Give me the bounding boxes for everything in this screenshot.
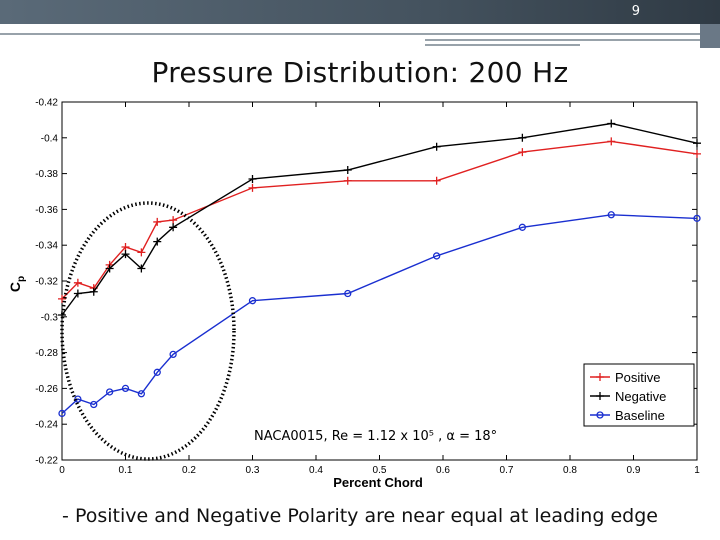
y-tick-label: -0.38 bbox=[35, 169, 58, 180]
x-tick-label: 0 bbox=[59, 465, 65, 476]
series-line-positive bbox=[61, 140, 698, 300]
x-tick-label: 0.5 bbox=[373, 465, 387, 476]
x-tick-label: 0.9 bbox=[627, 465, 641, 476]
chart-annotation: NACA0015, Re = 1.12 x 10⁵ , α = 18° bbox=[254, 429, 497, 444]
series-line-negative bbox=[61, 122, 698, 316]
x-axis-label: Percent Chord bbox=[333, 475, 423, 490]
y-tick-label: -0.32 bbox=[35, 277, 58, 288]
legend-marker-positive bbox=[596, 373, 604, 381]
y-tick-label: -0.34 bbox=[35, 241, 58, 252]
data-point-baseline bbox=[693, 214, 701, 222]
data-point-positive bbox=[137, 248, 146, 257]
data-point-positive bbox=[607, 137, 616, 146]
slide-title: Pressure Distribution: 200 Hz bbox=[151, 56, 569, 89]
data-point-negative bbox=[89, 287, 98, 296]
data-point-positive bbox=[121, 242, 130, 251]
legend-label-baseline: Baseline bbox=[615, 408, 665, 423]
data-point-positive bbox=[248, 183, 257, 192]
data-point-baseline bbox=[518, 223, 527, 231]
data-point-negative bbox=[432, 142, 441, 151]
y-tick-label: -0.24 bbox=[35, 420, 58, 431]
data-point-negative bbox=[73, 289, 82, 298]
data-point-negative bbox=[343, 166, 352, 175]
y-axis-label: Cp bbox=[7, 276, 27, 292]
data-point-negative bbox=[518, 133, 527, 142]
data-point-negative bbox=[248, 174, 257, 183]
data-point-negative bbox=[121, 250, 130, 259]
data-point-negative bbox=[169, 223, 178, 232]
data-point-baseline bbox=[607, 211, 615, 219]
data-point-positive bbox=[169, 216, 178, 225]
y-tick-label: -0.4 bbox=[41, 133, 59, 144]
y-tick-label: -0.22 bbox=[35, 456, 58, 467]
data-point-baseline bbox=[344, 289, 352, 298]
legend-label-positive: Positive bbox=[615, 370, 661, 385]
data-point-positive bbox=[58, 294, 66, 303]
data-point-baseline bbox=[169, 350, 177, 359]
data-point-negative bbox=[153, 237, 162, 246]
data-point-negative bbox=[693, 139, 701, 148]
y-tick-label: -0.36 bbox=[35, 205, 58, 216]
x-tick-label: 0.7 bbox=[500, 465, 514, 476]
data-point-positive bbox=[693, 149, 701, 158]
x-tick-label: 0.1 bbox=[119, 465, 133, 476]
data-point-baseline bbox=[58, 409, 66, 418]
data-point-negative bbox=[105, 264, 114, 273]
slide-number: 9 bbox=[631, 4, 640, 19]
data-point-baseline bbox=[105, 388, 114, 396]
legend-marker-baseline bbox=[596, 411, 604, 419]
x-tick-label: 1 bbox=[694, 465, 700, 476]
data-point-positive bbox=[343, 176, 352, 185]
y-tick-label: -0.28 bbox=[35, 348, 58, 359]
pressure-distribution-chart: 0 0.1 0.2 0.3 0.4 0.5 0.6 0.7 0.8 0.9 1 -0.42 -0.4 -0… bbox=[7, 98, 701, 490]
y-tick-label: -0.26 bbox=[35, 384, 58, 395]
data-point-positive bbox=[153, 217, 162, 226]
x-tick-label: 0.2 bbox=[182, 465, 196, 476]
legend-label-negative: Negative bbox=[615, 389, 666, 404]
data-point-baseline bbox=[248, 297, 257, 305]
x-tick-label: 0.4 bbox=[309, 465, 323, 476]
data-point-baseline bbox=[137, 390, 146, 398]
y-tick-label: -0.3 bbox=[41, 312, 59, 323]
data-point-negative bbox=[137, 264, 146, 273]
data-point-baseline bbox=[153, 368, 161, 376]
y-tick-label: -0.42 bbox=[35, 98, 58, 109]
data-point-baseline bbox=[121, 384, 130, 393]
data-point-positive bbox=[518, 148, 527, 157]
data-point-negative bbox=[607, 119, 616, 128]
slide-header-band: 9 bbox=[0, 0, 720, 24]
x-tick-label: 0.8 bbox=[563, 465, 577, 476]
x-tick-label: 0.3 bbox=[246, 465, 260, 476]
legend-marker-negative bbox=[596, 392, 604, 400]
data-point-positive bbox=[73, 278, 82, 287]
slide-bullet-point: - Positive and Negative Polarity are nea… bbox=[62, 505, 658, 527]
leading-edge-highlight-ellipse bbox=[60, 201, 236, 461]
data-point-positive bbox=[432, 176, 441, 185]
x-tick-label: 0.6 bbox=[436, 465, 450, 476]
data-point-baseline bbox=[432, 252, 441, 260]
data-point-baseline bbox=[90, 400, 98, 409]
header-decoration-lines bbox=[0, 24, 720, 48]
